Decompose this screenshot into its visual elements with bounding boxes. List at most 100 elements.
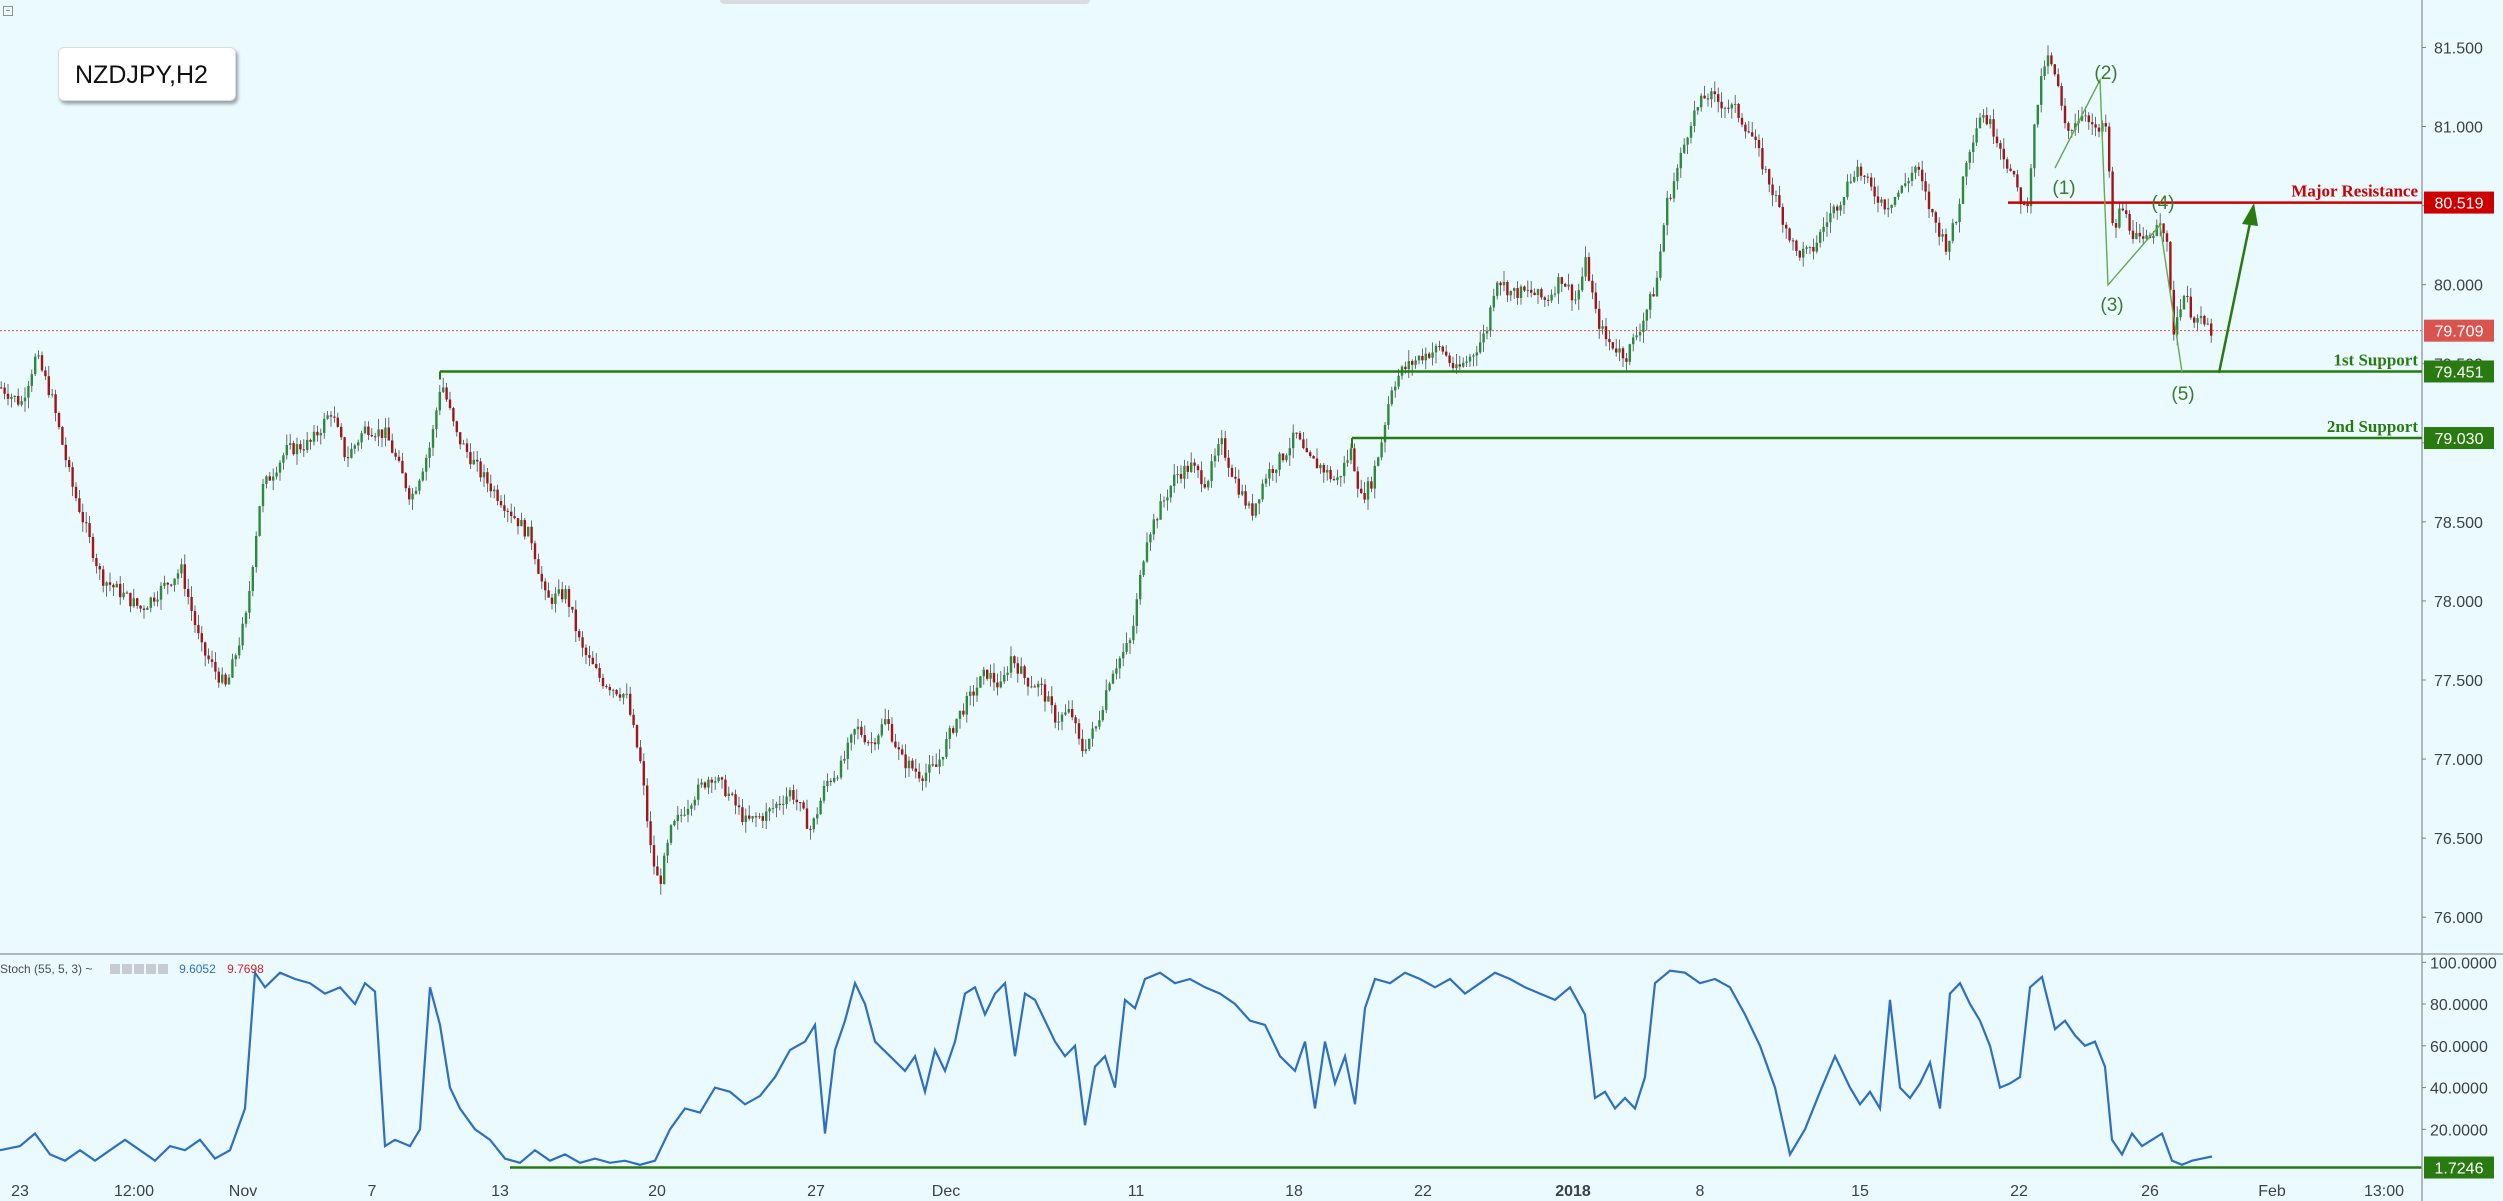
candle — [1424, 347, 1427, 370]
candle-body — [904, 754, 907, 769]
candle — [54, 389, 57, 422]
candle-body — [200, 633, 203, 643]
candle-body — [428, 447, 431, 458]
candle — [173, 578, 176, 592]
symbol-label[interactable]: NZDJPY,H2 — [58, 47, 236, 101]
candle — [197, 614, 200, 640]
candle — [445, 382, 448, 403]
candle-body — [1319, 464, 1322, 469]
candle-body — [10, 396, 13, 399]
candle-body — [2142, 236, 2145, 239]
candle-body — [1819, 231, 1822, 243]
collapse-icon[interactable] — [3, 6, 13, 16]
gear-icon[interactable] — [133, 963, 144, 974]
candle-body — [350, 448, 353, 458]
candle — [2203, 314, 2206, 327]
candle — [1717, 87, 1720, 113]
candle — [1448, 352, 1451, 367]
candle — [1550, 289, 1553, 304]
candle-body — [1315, 458, 1319, 469]
candle — [867, 740, 870, 746]
candle-body — [581, 637, 584, 648]
candle — [2097, 123, 2101, 138]
candle-body — [183, 564, 186, 589]
candle — [853, 728, 856, 745]
candle — [452, 406, 455, 427]
candle-body — [1298, 433, 1302, 440]
candle — [1332, 475, 1336, 481]
candle-body — [833, 777, 836, 782]
candle-body — [1666, 197, 1669, 226]
candle — [554, 587, 557, 613]
candle-body — [1975, 128, 1978, 143]
eye-icon[interactable] — [121, 963, 132, 974]
candle-body — [1101, 709, 1104, 721]
candle-body — [1778, 195, 1781, 207]
candle-body — [1547, 299, 1550, 301]
candle-body — [1808, 246, 1812, 248]
candle-body — [486, 472, 489, 484]
candle-body — [1261, 483, 1264, 500]
candle — [1941, 228, 1944, 242]
candle-body — [1366, 481, 1370, 500]
candle-body — [1217, 444, 1220, 456]
candle-body — [863, 735, 866, 743]
candle — [68, 456, 71, 473]
candle — [1628, 343, 1631, 366]
candle — [676, 805, 679, 830]
close-icon[interactable] — [157, 963, 168, 974]
candle — [856, 718, 860, 740]
candle-body — [1224, 438, 1227, 458]
candle — [391, 433, 394, 454]
candle — [2087, 112, 2090, 130]
candle — [938, 749, 941, 775]
candle-body — [1700, 95, 1703, 108]
candle — [863, 725, 866, 745]
candle-body — [2203, 315, 2206, 325]
candle — [231, 653, 234, 678]
candle-body — [1802, 248, 1805, 258]
candle-body — [703, 782, 707, 788]
candle-body — [1570, 284, 1574, 301]
candle-body — [1288, 448, 1291, 456]
candle — [1156, 517, 1159, 529]
candle — [1258, 499, 1261, 515]
candle — [649, 811, 652, 854]
candle — [809, 825, 812, 840]
candle — [931, 755, 934, 767]
candle — [476, 451, 479, 472]
candle-body — [1924, 181, 1927, 192]
candle-body — [1281, 453, 1285, 461]
settings-icon[interactable] — [109, 963, 120, 974]
more-icon[interactable] — [145, 963, 156, 974]
candle — [1315, 448, 1319, 469]
candle — [785, 787, 788, 809]
candle — [496, 484, 499, 506]
candle-body — [445, 387, 448, 400]
price-tag-text: 1.7246 — [2435, 1161, 2484, 1178]
candle — [1526, 280, 1529, 298]
candle-body — [2043, 66, 2046, 77]
candle-body — [1706, 98, 1710, 100]
candle — [669, 824, 673, 846]
candle — [754, 812, 758, 827]
top-tab[interactable] — [720, 0, 1090, 4]
stoch-legend-buttons[interactable] — [109, 963, 170, 977]
candle — [792, 784, 795, 805]
candle — [91, 533, 95, 563]
candle-body — [595, 664, 598, 669]
candle — [1081, 729, 1084, 757]
candle-body — [1016, 663, 1019, 674]
candle — [217, 667, 220, 688]
candle — [292, 440, 295, 456]
candle — [401, 453, 404, 474]
candle-body — [180, 564, 183, 574]
candle — [1496, 280, 1499, 300]
candle-body — [1305, 448, 1308, 453]
candle — [329, 411, 333, 427]
candle-body — [540, 573, 543, 582]
candle-body — [1832, 206, 1835, 214]
candle — [1159, 493, 1162, 520]
candle — [734, 789, 737, 815]
